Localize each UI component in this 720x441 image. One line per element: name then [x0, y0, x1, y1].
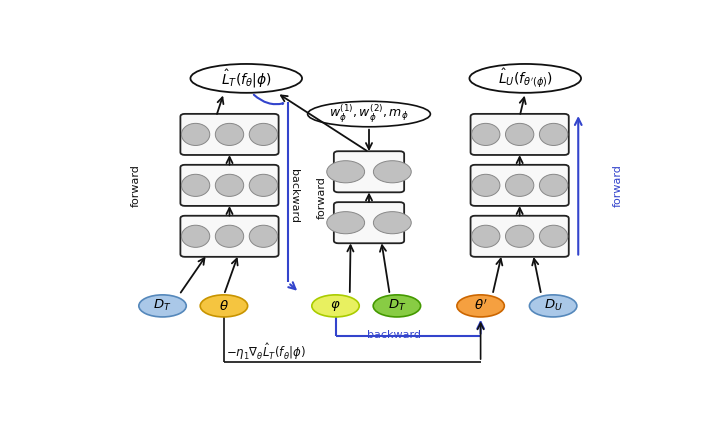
- Ellipse shape: [215, 123, 243, 146]
- Ellipse shape: [539, 123, 568, 146]
- FancyBboxPatch shape: [181, 165, 279, 206]
- Text: forward: forward: [612, 164, 622, 207]
- Ellipse shape: [505, 225, 534, 247]
- Text: $\hat{L}_U(f_{\theta'(\phi)})$: $\hat{L}_U(f_{\theta'(\phi)})$: [498, 67, 553, 90]
- Text: $\hat{L}_T(f_\theta|\phi)$: $\hat{L}_T(f_\theta|\phi)$: [221, 67, 271, 90]
- FancyArrowPatch shape: [288, 282, 295, 289]
- Ellipse shape: [215, 174, 243, 196]
- FancyArrowPatch shape: [517, 208, 523, 216]
- Ellipse shape: [181, 123, 210, 146]
- FancyArrowPatch shape: [520, 97, 526, 114]
- Ellipse shape: [249, 123, 278, 146]
- FancyBboxPatch shape: [334, 202, 404, 243]
- Ellipse shape: [327, 212, 364, 234]
- Text: $-\eta_1 \nabla_\theta \hat{L}_T(f_\theta|\phi)$: $-\eta_1 \nabla_\theta \hat{L}_T(f_\thet…: [226, 341, 305, 362]
- FancyArrowPatch shape: [366, 130, 372, 149]
- Ellipse shape: [505, 174, 534, 196]
- Ellipse shape: [373, 295, 420, 317]
- Ellipse shape: [374, 161, 411, 183]
- FancyArrowPatch shape: [281, 95, 366, 151]
- FancyArrowPatch shape: [477, 322, 484, 334]
- Text: backward: backward: [367, 330, 421, 340]
- Ellipse shape: [505, 123, 534, 146]
- Text: forward: forward: [317, 176, 327, 219]
- FancyArrowPatch shape: [225, 258, 238, 292]
- FancyArrowPatch shape: [217, 97, 223, 114]
- Ellipse shape: [139, 295, 186, 317]
- FancyArrowPatch shape: [181, 258, 204, 292]
- Text: $w_\phi^{(1)}, w_\phi^{(2)}, m_\phi$: $w_\phi^{(1)}, w_\phi^{(2)}, m_\phi$: [329, 103, 409, 125]
- Text: $D_T$: $D_T$: [387, 299, 406, 314]
- FancyArrowPatch shape: [517, 157, 523, 165]
- FancyArrowPatch shape: [347, 245, 354, 292]
- FancyBboxPatch shape: [334, 151, 404, 192]
- Ellipse shape: [181, 225, 210, 247]
- Ellipse shape: [472, 123, 500, 146]
- Ellipse shape: [374, 212, 411, 234]
- Ellipse shape: [539, 225, 568, 247]
- Ellipse shape: [457, 295, 504, 317]
- FancyBboxPatch shape: [471, 216, 569, 257]
- FancyBboxPatch shape: [471, 114, 569, 155]
- Ellipse shape: [190, 64, 302, 93]
- FancyArrowPatch shape: [575, 118, 582, 255]
- Text: $D_T$: $D_T$: [153, 299, 172, 314]
- Ellipse shape: [327, 161, 364, 183]
- FancyArrowPatch shape: [477, 323, 484, 359]
- FancyArrowPatch shape: [254, 95, 283, 104]
- Ellipse shape: [200, 295, 248, 317]
- FancyArrowPatch shape: [366, 194, 372, 202]
- FancyBboxPatch shape: [181, 114, 279, 155]
- Ellipse shape: [469, 64, 581, 93]
- FancyArrowPatch shape: [380, 245, 390, 292]
- Text: forward: forward: [131, 164, 140, 207]
- FancyArrowPatch shape: [493, 259, 503, 292]
- Text: $\theta$: $\theta$: [219, 299, 229, 313]
- FancyBboxPatch shape: [181, 216, 279, 257]
- Ellipse shape: [472, 174, 500, 196]
- Ellipse shape: [249, 174, 278, 196]
- Ellipse shape: [307, 101, 431, 127]
- Text: backward: backward: [289, 168, 299, 223]
- FancyArrowPatch shape: [227, 208, 233, 216]
- Text: $\theta'$: $\theta'$: [474, 299, 487, 313]
- Ellipse shape: [529, 295, 577, 317]
- Text: $D_U$: $D_U$: [544, 299, 562, 314]
- Ellipse shape: [312, 295, 359, 317]
- FancyArrowPatch shape: [227, 157, 233, 165]
- Ellipse shape: [472, 225, 500, 247]
- Ellipse shape: [539, 174, 568, 196]
- Ellipse shape: [181, 174, 210, 196]
- FancyBboxPatch shape: [471, 165, 569, 206]
- FancyArrowPatch shape: [532, 259, 541, 292]
- Text: $\varphi$: $\varphi$: [330, 299, 341, 313]
- Ellipse shape: [215, 225, 243, 247]
- Ellipse shape: [249, 225, 278, 247]
